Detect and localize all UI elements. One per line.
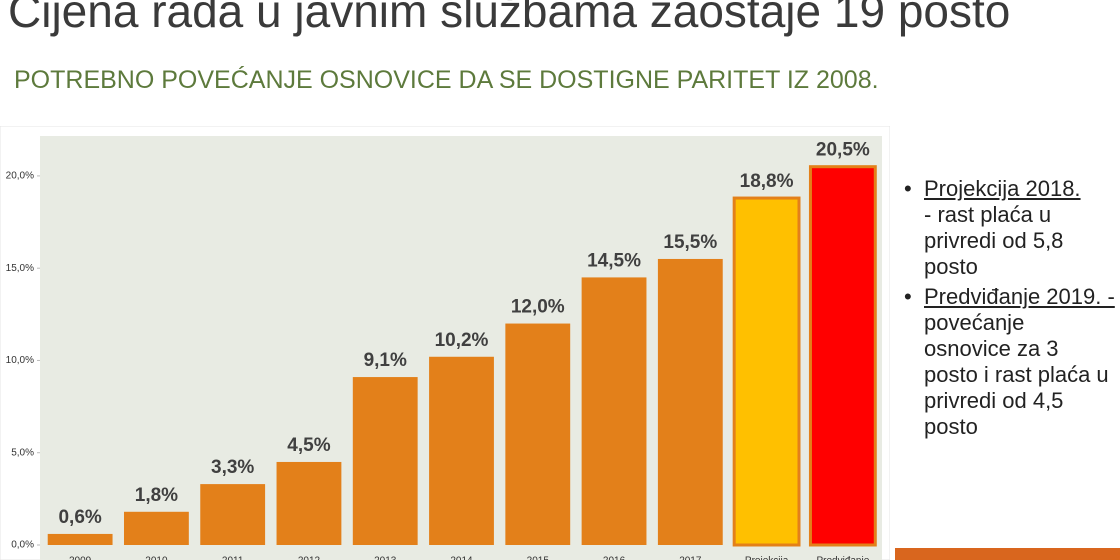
note-text: povećanje osnovice za 3 posto i rast pla… xyxy=(924,310,1109,439)
bar xyxy=(47,533,113,545)
x-tick-label: Predviđanje xyxy=(816,556,869,560)
note-heading: Predviđanje 2019. - xyxy=(924,284,1115,309)
bar xyxy=(123,511,189,545)
value-label: 18,8% xyxy=(740,171,794,192)
x-tick-label: 2011 xyxy=(222,556,244,560)
x-tick-label: 2017 xyxy=(679,556,702,560)
y-tick-label: 5,0% xyxy=(11,447,34,458)
notes: Projekcija 2018.- rast plaća u privredi … xyxy=(902,176,1116,444)
x-tick-label: 2010 xyxy=(145,556,168,560)
y-tick-label: 20,0% xyxy=(6,171,34,182)
value-label: 4,5% xyxy=(287,435,330,456)
note-heading: Projekcija 2018. xyxy=(924,176,1081,201)
x-tick-label: 2012 xyxy=(298,556,321,560)
title: Cijena rada u javnim službama zaostaje 1… xyxy=(8,0,1011,37)
x-tick-label: Projekcija xyxy=(745,556,789,560)
bar xyxy=(808,165,877,547)
bar xyxy=(276,461,342,545)
subtitle: POTREBNO POVEĆANJE OSNOVICE DA SE DOSTIG… xyxy=(14,66,879,94)
value-label: 14,5% xyxy=(587,250,641,271)
x-tick-label: 2014 xyxy=(450,556,473,560)
bar xyxy=(200,484,266,545)
x-tick-label: 2009 xyxy=(69,556,92,560)
value-label: 9,1% xyxy=(364,350,407,371)
note-text: - rast plaća u privredi od 5,8 posto xyxy=(924,202,1064,279)
bar xyxy=(581,277,647,545)
bar xyxy=(505,323,571,545)
x-tick-label: 2013 xyxy=(374,556,397,560)
value-label: 20,5% xyxy=(816,140,870,161)
y-tick-label: 0,0% xyxy=(11,540,34,551)
x-tick-label: 2015 xyxy=(527,556,550,560)
value-label: 15,5% xyxy=(663,232,717,253)
note: Projekcija 2018.- rast plaća u privredi … xyxy=(902,176,1116,280)
chart: 0,0% 5,0% 10,0% 15,0% 20,0% 2009 0,6% 2010 1,8% 2… xyxy=(0,126,890,560)
y-tick-label: 10,0% xyxy=(6,355,34,366)
value-label: 10,2% xyxy=(435,330,489,351)
bar xyxy=(732,196,801,547)
x-tick-label: 2016 xyxy=(603,556,626,560)
decor-strip xyxy=(895,548,1120,560)
value-label: 12,0% xyxy=(511,297,565,318)
y-tick-label: 15,0% xyxy=(6,263,34,274)
value-label: 3,3% xyxy=(211,457,254,478)
bar xyxy=(429,356,494,545)
bar xyxy=(352,377,418,545)
value-label: 1,8% xyxy=(135,485,178,506)
bar xyxy=(657,258,723,545)
value-label: 0,6% xyxy=(58,507,101,528)
note: Predviđanje 2019. -povećanje osnovice za… xyxy=(902,284,1116,440)
